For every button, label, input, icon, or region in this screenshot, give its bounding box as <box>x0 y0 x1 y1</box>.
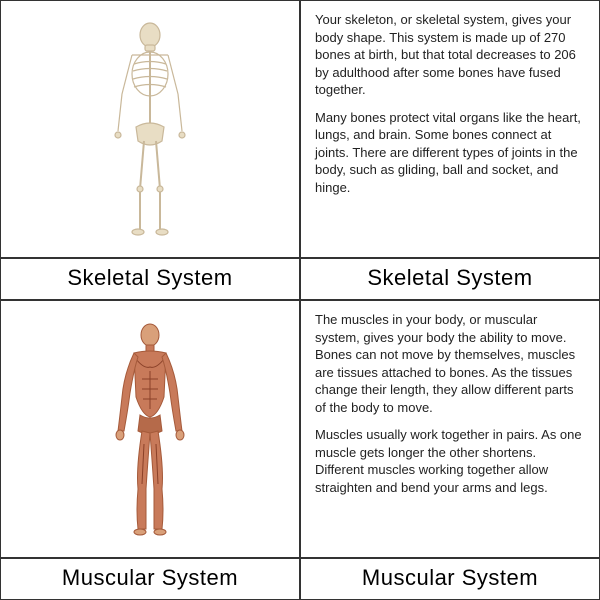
card-1-description-cell: The muscles in your body, or muscular sy… <box>300 300 600 558</box>
card-0-title-right: Skeletal System <box>300 258 600 300</box>
worksheet-page: Your skeleton, or skeletal system, gives… <box>0 0 600 600</box>
card-0-paragraph-0: Your skeleton, or skeletal system, gives… <box>315 11 585 99</box>
card-0-description-cell: Your skeleton, or skeletal system, gives… <box>300 0 600 258</box>
card-0-image-cell <box>0 0 300 258</box>
card-1-paragraph-0: The muscles in your body, or muscular sy… <box>315 311 585 416</box>
skeleton-figure <box>100 19 200 239</box>
card-0-title-left: Skeletal System <box>0 258 300 300</box>
skeleton-icon <box>100 19 200 239</box>
card-0-paragraph-1: Many bones protect vital organs like the… <box>315 109 585 197</box>
card-1-paragraph-1: Muscles usually work together in pairs. … <box>315 426 585 496</box>
muscle-icon <box>100 319 200 539</box>
card-1-title-left: Muscular System <box>0 558 300 600</box>
card-1-image-cell <box>0 300 300 558</box>
card-1-title-right: Muscular System <box>300 558 600 600</box>
muscle-figure <box>100 319 200 539</box>
